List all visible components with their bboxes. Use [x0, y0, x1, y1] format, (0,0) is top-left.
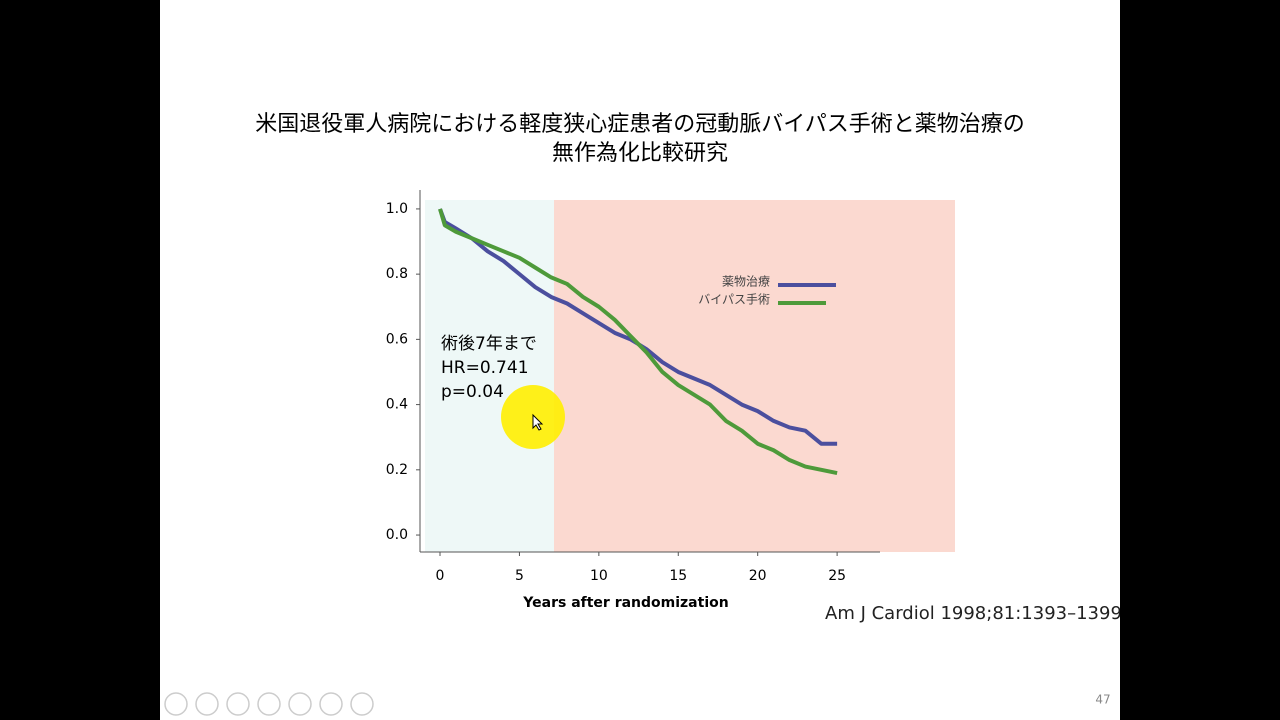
survival-curve	[438, 208, 838, 446]
more-button[interactable]	[350, 692, 374, 716]
x-tick-label: 5	[515, 568, 524, 584]
legend-label: バイパス手術	[698, 293, 770, 307]
y-tick-label: 0.0	[386, 527, 408, 543]
slide-title: 米国退役軍人病院における軽度狭心症患者の冠動脈バイパス手術と薬物治療の	[255, 112, 1025, 137]
page-number: 47	[1095, 693, 1110, 707]
prev-button[interactable]	[164, 692, 188, 716]
pen-button[interactable]	[226, 692, 250, 716]
cursor	[532, 413, 544, 431]
slide-title: 無作為化比較研究	[552, 141, 728, 166]
survival-curve	[438, 208, 838, 476]
y-tick-label: 0.4	[386, 397, 408, 413]
x-tick-label: 20	[749, 568, 767, 584]
shade-early	[425, 200, 554, 552]
legend-label: 薬物治療	[722, 275, 770, 289]
slides-button[interactable]	[257, 692, 281, 716]
next-button[interactable]	[195, 692, 219, 716]
annotation: HR=0.741	[441, 358, 529, 378]
x-tick-label: 25	[828, 568, 846, 584]
citation: Am J Cardiol 1998;81:1393–1399	[825, 603, 1122, 624]
y-tick-label: 0.6	[386, 331, 408, 347]
shade-late	[554, 200, 955, 552]
annotation: 術後7年まで	[441, 334, 537, 354]
y-tick-label: 1.0	[386, 201, 408, 217]
subtitle-button[interactable]	[319, 692, 343, 716]
y-tick-label: 0.8	[386, 266, 408, 282]
x-tick-label: 0	[436, 568, 445, 584]
y-tick-label: 0.2	[386, 462, 408, 478]
zoom-button[interactable]	[288, 692, 312, 716]
x-axis-label: Years after randomization	[522, 595, 728, 611]
annotation: p=0.04	[441, 382, 504, 402]
player-toolbar	[164, 692, 374, 716]
x-tick-label: 10	[590, 568, 608, 584]
x-tick-label: 15	[669, 568, 687, 584]
